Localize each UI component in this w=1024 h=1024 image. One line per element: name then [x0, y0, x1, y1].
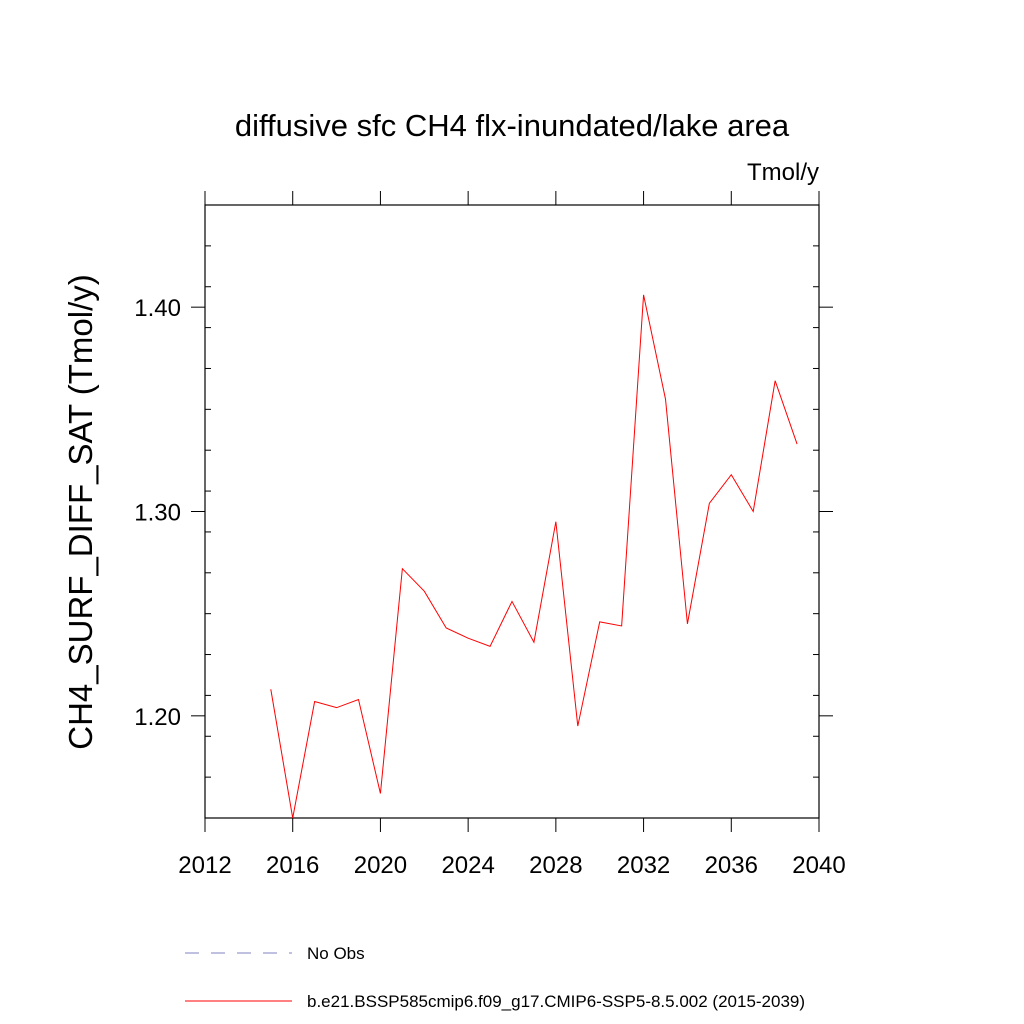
x-tick-label: 2040	[792, 852, 845, 879]
y-tick-label: 1.30	[134, 500, 181, 527]
x-tick-label: 2028	[529, 852, 582, 879]
x-tick-label: 2036	[705, 852, 758, 879]
legend-label-model-run: b.e21.BSSP585cmip6.f09_g17.CMIP6-SSP5-8.…	[307, 992, 805, 1011]
legend-label-no-obs: No Obs	[307, 944, 365, 963]
x-tick-label: 2032	[617, 852, 670, 879]
x-tick-label: 2016	[266, 852, 319, 879]
plot-frame	[204, 204, 820, 819]
legend: No Obs b.e21.BSSP585cmip6.f09_g17.CMIP6-…	[185, 944, 805, 1011]
axis-ticks	[191, 191, 833, 832]
series-lines	[270, 294, 798, 819]
series-line	[270, 294, 798, 819]
units-label: Tmol/y	[747, 159, 819, 186]
x-tick-label: 2024	[441, 852, 494, 879]
y-tick-label: 1.20	[134, 704, 181, 731]
chart-title: diffusive sfc CH4 flx-inundated/lake are…	[235, 108, 790, 143]
x-tick-label: 2012	[178, 852, 231, 879]
x-tick-label: 2020	[354, 852, 407, 879]
y-axis-label: CH4_SURF_DIFF_SAT (Tmol/y)	[62, 274, 99, 750]
y-tick-label: 1.40	[134, 295, 181, 322]
x-tick-labels: 2012 2016 2020 2024 2028 2032 2036 2040	[178, 852, 845, 879]
y-tick-labels: 1.20 1.30 1.40	[134, 295, 181, 731]
